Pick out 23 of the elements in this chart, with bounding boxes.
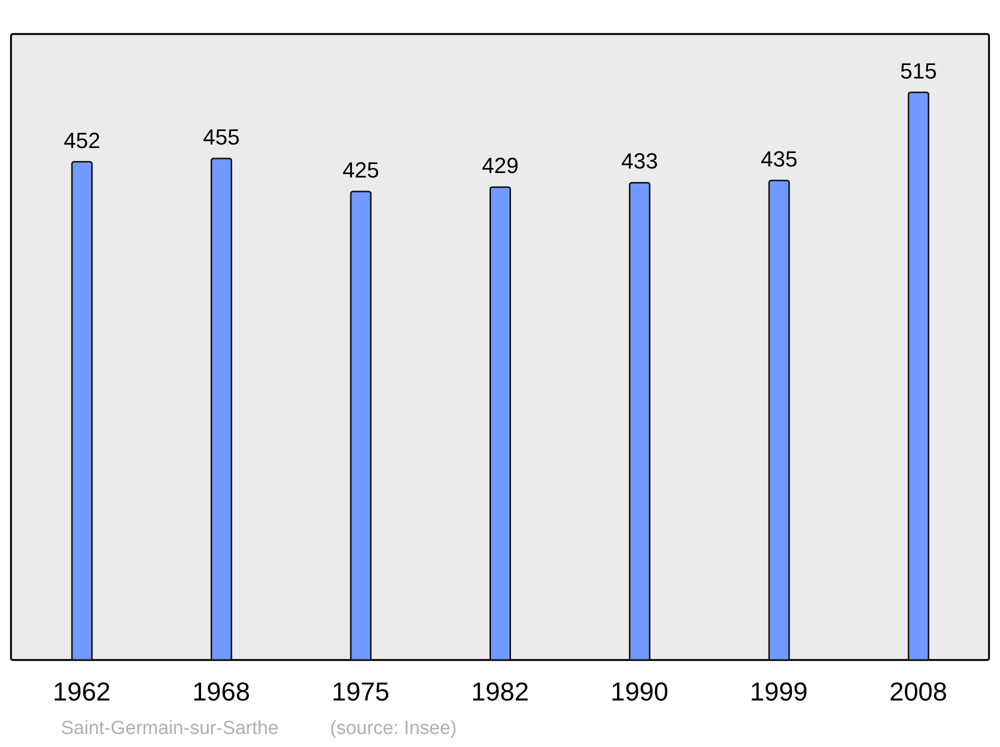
- data-label: 435: [760, 146, 798, 172]
- data-label: 429: [482, 153, 519, 178]
- data-label: 515: [900, 58, 937, 84]
- text: Saint-Germain-sur-Sarthe: [61, 718, 279, 740]
- data-label: 425: [342, 158, 380, 183]
- x-tick-label: 2008: [889, 676, 948, 706]
- data-label: 452: [64, 128, 100, 153]
- x-tick-label: 1982: [471, 676, 529, 706]
- text: (source: Insee): [330, 718, 457, 740]
- bar: [628, 182, 650, 660]
- bar: [71, 161, 93, 660]
- bar: [489, 186, 511, 660]
- bar: [210, 158, 232, 660]
- data-label: 455: [203, 124, 240, 150]
- x-tick-label: 1999: [750, 676, 808, 706]
- bar: [350, 190, 372, 660]
- x-tick-label: 1975: [332, 676, 390, 706]
- x-tick-label: 1990: [610, 676, 668, 706]
- data-label: 433: [621, 148, 658, 174]
- bar: [768, 180, 790, 660]
- bar: [908, 92, 930, 660]
- x-tick-label: 1962: [52, 676, 111, 706]
- x-tick-label: 1968: [192, 676, 250, 706]
